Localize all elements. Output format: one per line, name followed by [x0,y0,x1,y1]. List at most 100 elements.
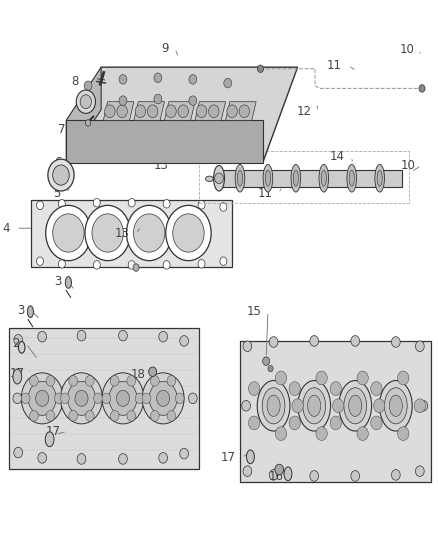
Text: 4: 4 [3,222,11,235]
Circle shape [316,371,327,385]
Circle shape [29,410,38,421]
Text: 17: 17 [10,367,25,381]
Ellipse shape [375,165,385,192]
Polygon shape [31,200,232,266]
Circle shape [178,105,188,118]
Circle shape [127,376,136,386]
Circle shape [173,214,204,252]
Text: 17: 17 [221,451,236,464]
Circle shape [398,371,409,385]
Ellipse shape [385,387,407,424]
Circle shape [46,410,55,421]
Circle shape [227,105,237,118]
Text: 17: 17 [46,425,61,438]
Circle shape [357,427,368,440]
Circle shape [29,376,38,386]
Circle shape [77,454,86,464]
Text: 11: 11 [257,187,272,200]
Circle shape [374,399,385,413]
Circle shape [58,260,65,268]
Circle shape [102,373,144,424]
Circle shape [14,447,22,458]
Circle shape [416,466,424,477]
Ellipse shape [339,381,371,431]
Circle shape [135,105,146,118]
Circle shape [371,416,382,430]
Circle shape [289,382,300,395]
Circle shape [416,341,424,352]
Circle shape [196,105,207,118]
Polygon shape [66,67,101,163]
Circle shape [292,399,303,413]
Circle shape [53,214,84,252]
Circle shape [198,200,205,209]
Circle shape [289,416,300,430]
Ellipse shape [257,381,290,431]
Circle shape [133,264,139,271]
Circle shape [77,330,86,341]
Ellipse shape [247,450,254,464]
Circle shape [38,332,46,342]
Text: 11: 11 [327,59,342,72]
Circle shape [117,105,127,118]
Circle shape [263,357,270,366]
Circle shape [242,400,251,411]
Ellipse shape [349,170,354,186]
Polygon shape [66,120,263,163]
Circle shape [69,410,78,421]
Circle shape [85,410,94,421]
Circle shape [93,198,100,207]
Polygon shape [195,102,226,120]
Circle shape [119,75,127,84]
Polygon shape [164,102,195,120]
Text: 10: 10 [400,43,415,56]
Ellipse shape [344,387,367,424]
Ellipse shape [265,170,271,186]
Circle shape [53,165,69,185]
Text: 2: 2 [12,337,20,350]
Circle shape [21,373,63,424]
Circle shape [248,416,260,430]
Circle shape [357,371,368,385]
Circle shape [85,205,131,261]
Text: 12: 12 [297,105,311,118]
Ellipse shape [293,170,298,186]
Circle shape [142,393,151,403]
Circle shape [163,261,170,269]
Circle shape [180,448,188,459]
Text: 13: 13 [154,159,169,172]
Circle shape [105,105,115,118]
Circle shape [316,427,327,440]
Text: 6: 6 [54,156,62,169]
Text: 18: 18 [131,368,146,382]
Circle shape [110,376,119,386]
Circle shape [128,261,135,269]
Ellipse shape [27,306,33,318]
Ellipse shape [262,387,285,424]
Circle shape [151,410,159,421]
Polygon shape [226,102,256,120]
Circle shape [392,337,400,348]
Circle shape [269,470,278,480]
Circle shape [163,199,170,208]
Ellipse shape [379,381,412,431]
Ellipse shape [45,432,54,447]
Text: 3: 3 [54,275,62,288]
Text: 16: 16 [268,470,284,483]
Circle shape [198,260,205,268]
Circle shape [208,105,219,118]
Circle shape [189,96,197,106]
Circle shape [36,257,43,265]
Circle shape [167,410,176,421]
Circle shape [38,453,46,463]
Ellipse shape [13,369,22,384]
Circle shape [92,214,124,252]
Circle shape [85,120,91,126]
Ellipse shape [389,395,403,416]
Polygon shape [10,328,199,469]
Circle shape [269,337,278,348]
Ellipse shape [307,395,321,416]
Polygon shape [103,102,134,120]
Polygon shape [240,341,431,482]
Circle shape [54,393,63,403]
